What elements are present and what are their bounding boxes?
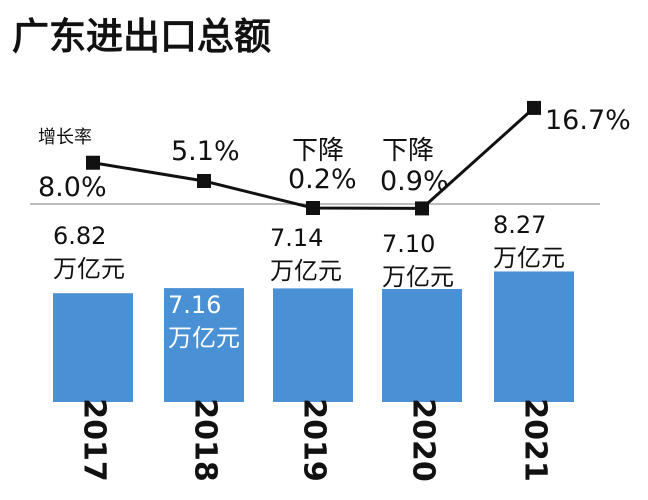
bar-value-label-2020: 7.10 — [382, 230, 435, 258]
bar-unit-label-2018: 万亿元 — [168, 324, 240, 352]
line-series-name: 增长率 — [38, 127, 92, 148]
bar-unit-label-2017: 万亿元 — [53, 255, 125, 283]
bar-2018 — [164, 288, 244, 402]
growth-prefix-2019: 下降 — [292, 136, 344, 166]
growth-prefix-2020: 下降 — [382, 136, 434, 166]
chart-title: 广东进出口总额 — [12, 15, 271, 58]
growth-point-2019 — [306, 201, 320, 215]
bar-2021 — [494, 271, 574, 402]
bar-2020 — [382, 289, 462, 402]
x-tick-label-2021: 2021 — [518, 398, 553, 482]
bar-unit-label-2019: 万亿元 — [270, 257, 342, 285]
bar-value-label-2017: 6.82 — [53, 222, 106, 250]
growth-value-label-2021: 16.7% — [545, 105, 631, 136]
bar-2017 — [53, 293, 133, 402]
growth-point-2018 — [197, 174, 211, 188]
growth-point-2017 — [86, 155, 100, 170]
bar-unit-label-2021: 万亿元 — [493, 244, 565, 272]
growth-value-label-2017: 8.0% — [38, 172, 107, 203]
x-tick-label-2020: 2020 — [406, 398, 441, 482]
bar-value-label-2018: 7.16 — [168, 291, 221, 319]
x-tick-label-2019: 2019 — [297, 398, 332, 482]
x-tick-label-2017: 2017 — [77, 398, 112, 482]
x-tick-label-2018: 2018 — [188, 398, 223, 482]
growth-value-label-2019: 0.2% — [288, 164, 357, 195]
growth-point-2021 — [527, 100, 541, 115]
bar-2019 — [273, 288, 353, 402]
bar-value-label-2019: 7.14 — [270, 224, 323, 252]
growth-value-label-2018: 5.1% — [171, 136, 240, 167]
bar-value-label-2021: 8.27 — [493, 211, 546, 239]
growth-point-2020 — [415, 201, 429, 216]
growth-value-label-2020: 0.9% — [380, 166, 449, 197]
bar-unit-label-2020: 万亿元 — [382, 263, 454, 291]
